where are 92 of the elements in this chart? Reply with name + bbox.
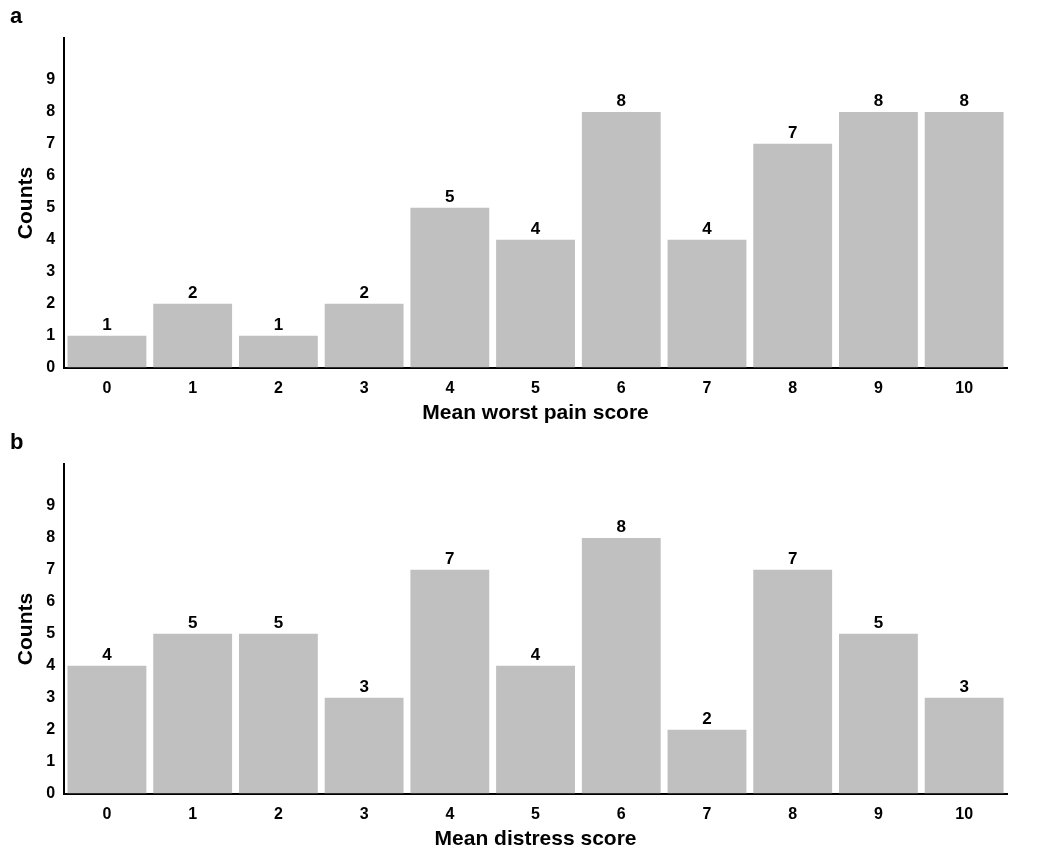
chart-title: a bbox=[10, 3, 23, 29]
bar bbox=[324, 697, 404, 794]
data-label: 4 bbox=[530, 218, 541, 238]
x-tick-label: 1 bbox=[188, 378, 198, 396]
bar bbox=[667, 239, 747, 368]
bar bbox=[153, 633, 233, 794]
data-label: 4 bbox=[702, 218, 713, 238]
x-tick-label: 3 bbox=[359, 804, 369, 822]
y-tick-label: 9 bbox=[46, 496, 56, 514]
bar bbox=[410, 569, 490, 794]
y-axis-title: Counts bbox=[13, 166, 37, 240]
x-tick-label: 0 bbox=[102, 378, 112, 396]
data-label: 5 bbox=[187, 612, 198, 632]
x-tick-label: 4 bbox=[445, 804, 455, 822]
y-tick-label: 8 bbox=[46, 528, 56, 546]
bar bbox=[581, 111, 661, 368]
y-tick-label: 4 bbox=[46, 230, 56, 248]
bar bbox=[924, 111, 1004, 368]
bar bbox=[67, 335, 147, 368]
y-tick-label: 4 bbox=[46, 656, 56, 674]
bar bbox=[581, 537, 661, 794]
data-label: 3 bbox=[959, 676, 969, 696]
bar bbox=[410, 207, 490, 368]
y-tick-label: 7 bbox=[46, 134, 56, 152]
bar bbox=[496, 665, 575, 794]
x-axis-title: Mean distress score bbox=[434, 826, 637, 850]
data-label: 8 bbox=[616, 517, 626, 537]
data-label: 8 bbox=[959, 91, 969, 111]
y-tick-label: 1 bbox=[46, 326, 56, 344]
y-tick-label: 7 bbox=[46, 560, 56, 578]
y-tick-label: 3 bbox=[46, 262, 56, 280]
x-tick-label: 7 bbox=[702, 804, 712, 822]
bar bbox=[153, 303, 233, 368]
x-tick-label: 10 bbox=[955, 804, 974, 822]
x-tick-label: 8 bbox=[788, 804, 798, 822]
bar bbox=[667, 729, 747, 794]
bar bbox=[838, 111, 918, 368]
data-label: 4 bbox=[530, 644, 541, 664]
y-tick-label: 0 bbox=[46, 358, 56, 376]
y-tick-label: 3 bbox=[46, 688, 56, 706]
x-tick-label: 9 bbox=[873, 378, 883, 396]
bar bbox=[324, 303, 404, 368]
x-tick-label: 2 bbox=[273, 804, 283, 822]
data-label: 8 bbox=[616, 91, 626, 111]
y-tick-label: 5 bbox=[46, 624, 56, 642]
data-label: 5 bbox=[273, 612, 284, 632]
x-tick-label: 5 bbox=[531, 378, 541, 396]
x-tick-label: 2 bbox=[273, 378, 283, 396]
data-label: 7 bbox=[787, 549, 798, 569]
y-tick-label: 8 bbox=[46, 102, 56, 120]
x-tick-label: 0 bbox=[102, 804, 112, 822]
data-label: 7 bbox=[445, 549, 455, 569]
x-tick-label: 7 bbox=[702, 378, 712, 396]
x-tick-label: 1 bbox=[188, 804, 198, 822]
data-label: 3 bbox=[359, 676, 369, 696]
x-tick-label: 5 bbox=[531, 804, 541, 822]
y-tick-label: 5 bbox=[46, 198, 56, 216]
bar bbox=[753, 569, 833, 794]
bar bbox=[496, 239, 575, 368]
y-tick-label: 6 bbox=[46, 166, 56, 184]
data-label: 4 bbox=[102, 644, 113, 664]
data-label: 2 bbox=[187, 282, 198, 302]
bar bbox=[238, 335, 318, 368]
x-tick-label: 10 bbox=[955, 378, 974, 396]
data-label: 2 bbox=[359, 282, 369, 302]
bar bbox=[238, 633, 318, 794]
x-tick-label: 4 bbox=[445, 378, 455, 396]
data-label: 5 bbox=[445, 186, 455, 206]
data-label: 5 bbox=[873, 612, 884, 632]
x-tick-label: 6 bbox=[616, 378, 626, 396]
y-tick-label: 2 bbox=[46, 720, 56, 738]
bar bbox=[838, 633, 918, 794]
x-tick-label: 9 bbox=[873, 804, 883, 822]
y-tick-label: 6 bbox=[46, 592, 56, 610]
x-axis-title: Mean worst pain score bbox=[422, 400, 649, 424]
x-tick-label: 6 bbox=[616, 804, 626, 822]
bar bbox=[753, 143, 833, 368]
data-label: 7 bbox=[787, 123, 798, 143]
data-label: 2 bbox=[702, 708, 712, 728]
chart-title: b bbox=[10, 429, 24, 455]
data-label: 1 bbox=[273, 314, 284, 334]
data-label: 1 bbox=[102, 314, 112, 334]
y-tick-label: 1 bbox=[46, 752, 56, 770]
y-tick-label: 2 bbox=[46, 294, 56, 312]
y-axis-title: Counts bbox=[13, 592, 37, 666]
bar bbox=[67, 665, 147, 794]
y-tick-label: 0 bbox=[46, 784, 56, 802]
x-tick-label: 8 bbox=[788, 378, 798, 396]
x-tick-label: 3 bbox=[359, 378, 369, 396]
y-tick-label: 9 bbox=[46, 70, 56, 88]
data-label: 8 bbox=[873, 91, 884, 111]
bar bbox=[924, 697, 1004, 794]
